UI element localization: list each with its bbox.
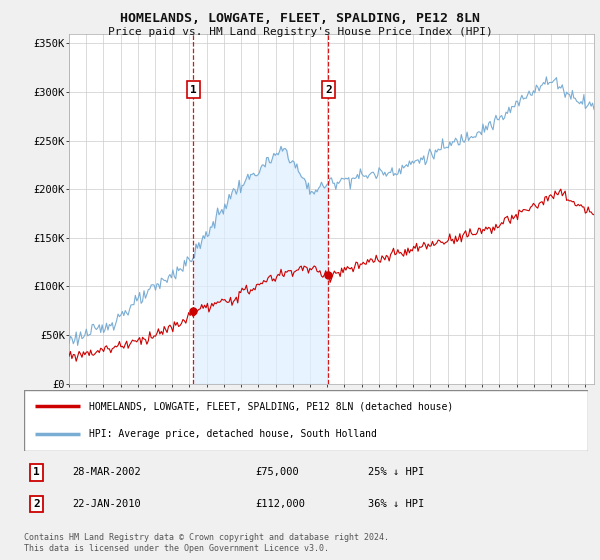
Text: 22-JAN-2010: 22-JAN-2010 (72, 499, 140, 508)
Text: HPI: Average price, detached house, South Holland: HPI: Average price, detached house, Sout… (89, 429, 377, 439)
Text: 36% ↓ HPI: 36% ↓ HPI (368, 499, 424, 508)
Text: 2: 2 (325, 85, 332, 95)
Text: 28-MAR-2002: 28-MAR-2002 (72, 468, 140, 478)
Text: 25% ↓ HPI: 25% ↓ HPI (368, 468, 424, 478)
Text: Contains HM Land Registry data © Crown copyright and database right 2024.
This d: Contains HM Land Registry data © Crown c… (24, 533, 389, 553)
Text: Price paid vs. HM Land Registry's House Price Index (HPI): Price paid vs. HM Land Registry's House … (107, 27, 493, 37)
Text: 1: 1 (33, 468, 40, 478)
Text: HOMELANDS, LOWGATE, FLEET, SPALDING, PE12 8LN (detached house): HOMELANDS, LOWGATE, FLEET, SPALDING, PE1… (89, 401, 453, 411)
Text: £112,000: £112,000 (255, 499, 305, 508)
Text: HOMELANDS, LOWGATE, FLEET, SPALDING, PE12 8LN: HOMELANDS, LOWGATE, FLEET, SPALDING, PE1… (120, 12, 480, 25)
Text: 1: 1 (190, 85, 197, 95)
Text: 2: 2 (33, 499, 40, 508)
Text: £75,000: £75,000 (255, 468, 299, 478)
